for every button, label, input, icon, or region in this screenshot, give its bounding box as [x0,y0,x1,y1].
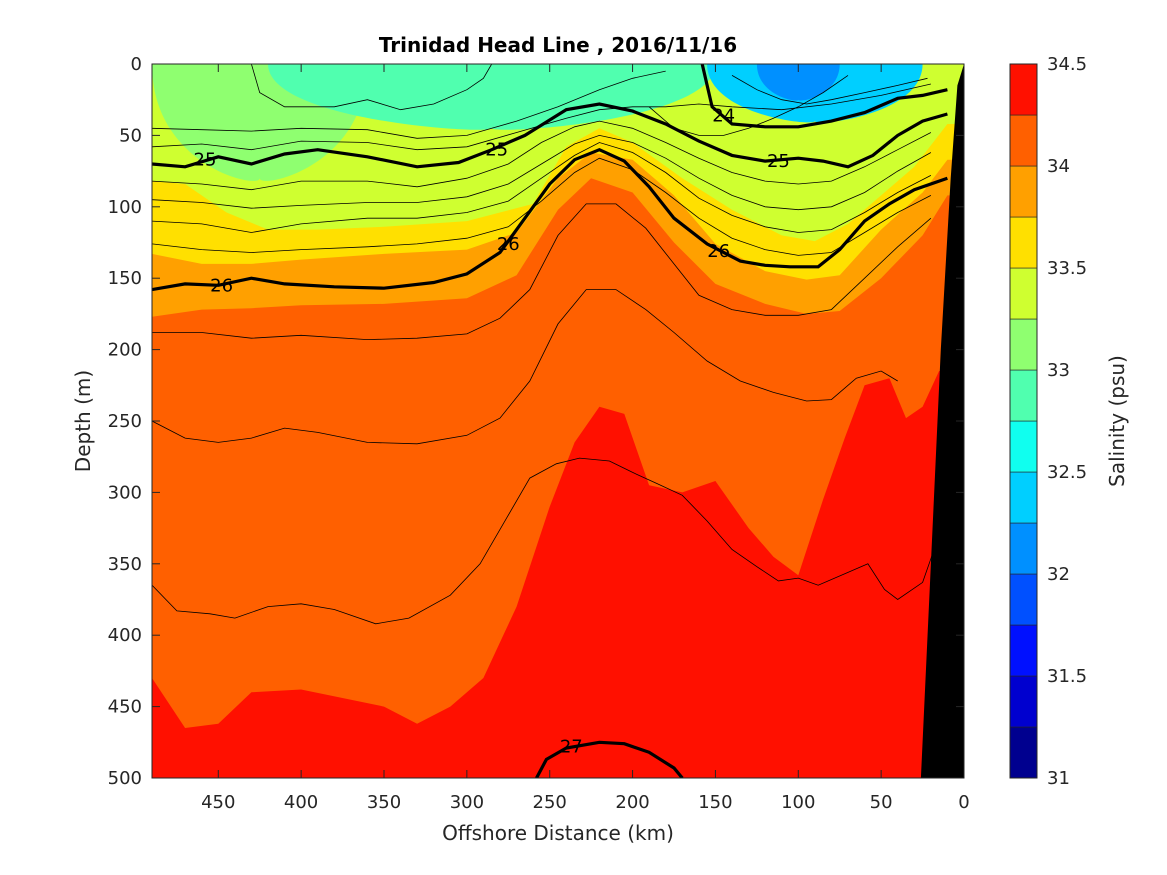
density-contour-layer [152,64,948,778]
x-tick-label-100: 100 [781,792,815,813]
chart-title: Trinidad Head Line , 2016/11/16 [379,33,737,57]
bathymetry-layer [920,64,964,778]
thin-contour-10 [648,75,849,136]
x-axis-title: Offshore Distance (km) [442,821,674,845]
x-tick-label-400: 400 [284,792,318,813]
salinity-fill-layer [152,64,964,778]
contour-label-8: 27 [560,737,583,758]
colorbar-tick-label-34: 34 [1047,156,1070,177]
colorbar-segment-33-25 [1009,267,1038,320]
y-tick-label-250: 250 [108,411,142,432]
y-tick-label-100: 100 [108,197,142,218]
colorbar-segment-31 [1009,726,1038,779]
contour-label-4: 25 [767,151,790,172]
colorbar-segment-31-75 [1009,573,1038,626]
y-tick-label-200: 200 [108,340,142,361]
colorbar-tick-label-32-5: 32.5 [1047,462,1087,483]
thin-contour-2 [152,83,931,151]
contour-label-5: 26 [210,275,233,296]
density-contour-25 [152,102,948,169]
colorbar-segment-32-25 [1009,471,1038,524]
colorbar-segment-34-25 [1009,63,1038,116]
colorbar-segment-32 [1009,522,1038,575]
thin-contour-5 [152,142,932,233]
salinity-patch-32-75 [268,64,716,130]
bathymetry-landmass [920,64,964,778]
contour-label-1: 24 [712,105,735,126]
contour-label-3: 25 [485,140,508,161]
colorbar-segment-34 [1009,114,1038,167]
x-tick-label-250: 250 [533,792,567,813]
contour-label-layer: 24 25 25 25 26 26 26 27 [194,105,790,758]
y-tick-label-500: 500 [108,768,142,789]
y-axis-title: Depth (m) [71,370,95,472]
thin-contour-9 [152,457,952,625]
density-contour-27 [535,740,684,778]
x-tick-label-300: 300 [450,792,484,813]
y-tick-label-150: 150 [108,268,142,289]
thin-contour-7 [152,203,932,341]
colorbar-tick-label-32: 32 [1047,564,1070,585]
thin-contour-11 [731,75,928,105]
x-tick-label-350: 350 [367,792,401,813]
colorbar-tick-label-34-5: 34.5 [1047,54,1087,75]
x-tick-label-50: 50 [870,792,893,813]
colorbar-tick-label-33-5: 33.5 [1047,258,1087,279]
colorbar-segment-33-75 [1009,165,1038,218]
x-tick-label-450: 450 [201,792,235,813]
x-axis-ticks: 450 400 350 300 250 200 150 100 50 0 [201,64,970,813]
y-axis-ticks: 0 50 100 150 200 250 300 350 400 450 500 [108,54,964,789]
colorbar-segment-31-25 [1009,675,1038,728]
salinity-patch-32 [756,64,840,101]
y-tick-label-350: 350 [108,554,142,575]
colorbar-title: Salinity (psu) [1105,355,1129,487]
thin-contour-12 [251,64,493,111]
x-tick-label-200: 200 [615,792,649,813]
contour-label-7: 26 [707,241,730,262]
colorbar-ticks: 31 31.5 32 32.5 33 33.5 34 34.5 [1047,54,1087,789]
colorbar-tick-label-33: 33 [1047,360,1070,381]
colorbar-tick-label-31: 31 [1047,768,1070,789]
thin-contour-4 [152,134,932,211]
y-tick-label-400: 400 [108,625,142,646]
thin-contour-8 [152,289,898,445]
colorbar-tick-label-31-5: 31.5 [1047,666,1087,687]
thin-contour-6 [152,157,932,256]
x-tick-label-0: 0 [958,792,969,813]
colorbar-segment-32-5 [1009,420,1038,473]
colorbar-segment-31-5 [1009,624,1038,677]
thin-contour-3 [152,120,932,191]
contour-label-6: 26 [497,234,520,255]
colorbar-frame [1009,63,1038,779]
density-contour-26 [152,147,948,292]
colorbar-segment-33-5 [1009,216,1038,269]
contour-label-2: 25 [194,150,217,171]
colorbar-segment-32-75 [1009,369,1038,422]
colorbar [1009,63,1038,779]
x-tick-label-150: 150 [698,792,732,813]
y-tick-label-300: 300 [108,482,142,503]
density-contour-24 [700,64,948,129]
y-tick-label-450: 450 [108,697,142,718]
y-tick-label-50: 50 [119,125,142,146]
y-tick-label-0: 0 [131,54,142,75]
colorbar-segment-33 [1009,318,1038,371]
thin-contour-layer [152,64,952,625]
thin-contour-1 [152,70,666,139]
